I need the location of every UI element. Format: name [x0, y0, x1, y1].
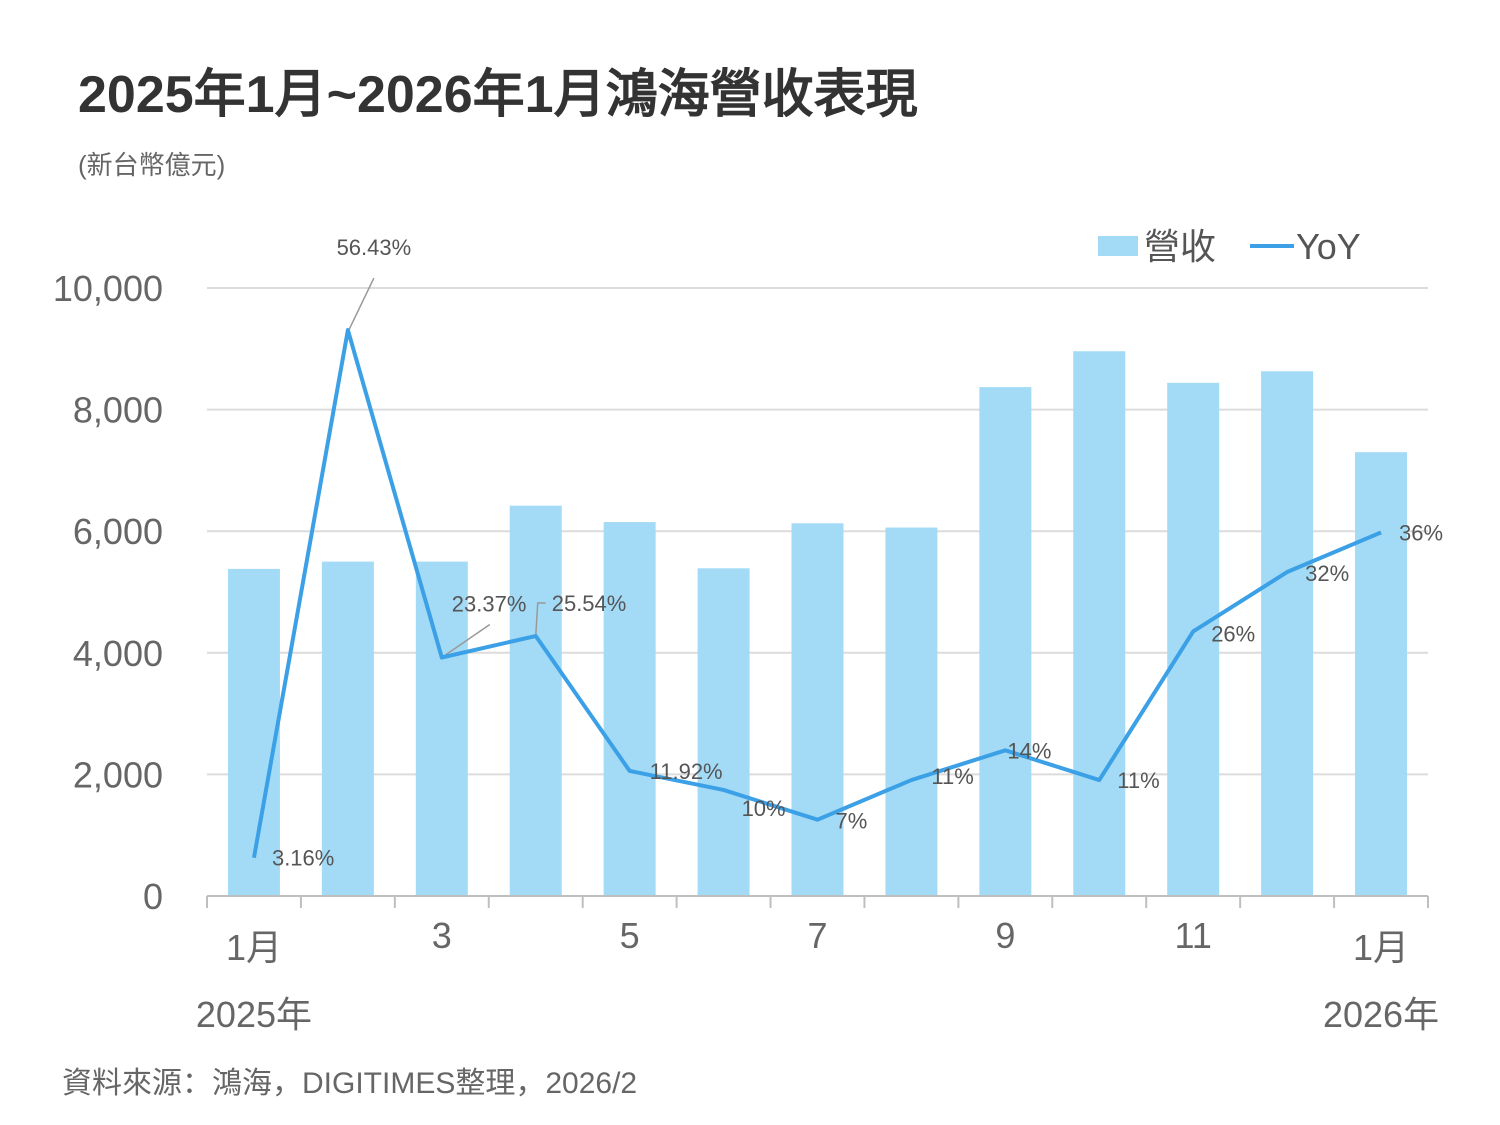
chart-title: 2025年1月~2026年1月鴻海營收表現 — [78, 66, 918, 124]
legend-yoy-label: YoY — [1296, 226, 1361, 267]
x-year-label: 2025年 — [196, 994, 312, 1035]
x-tick-label: 9 — [995, 915, 1015, 956]
label-leader-lines — [347, 277, 546, 659]
x-tick-label: 3 — [432, 915, 452, 956]
yoy-line — [251, 328, 1382, 859]
y-tick-label: 8,000 — [73, 390, 163, 431]
revenue-bar — [697, 568, 750, 896]
legend-revenue-label: 營收 — [1144, 226, 1216, 267]
revenue-bar — [321, 561, 374, 896]
y-tick-label: 0 — [143, 876, 163, 917]
y-tick-label: 6,000 — [73, 511, 163, 552]
yoy-data-label: 25.54% — [552, 591, 627, 616]
yoy-data-label: 56.43% — [337, 235, 412, 260]
yoy-data-label: 32% — [1305, 561, 1349, 586]
revenue-bar — [509, 505, 562, 896]
x-tick-label: 1月 — [226, 927, 282, 968]
revenue-bar — [791, 523, 844, 896]
revenue-bar — [1355, 452, 1408, 896]
revenue-bar — [227, 568, 280, 896]
yoy-data-label: 36% — [1399, 520, 1443, 545]
revenue-bar — [1167, 382, 1220, 896]
y-tick-label: 10,000 — [53, 268, 163, 309]
legend: 營收 YoY — [1098, 226, 1361, 267]
revenue-bar — [415, 561, 468, 896]
yoy-data-label: 14% — [1007, 738, 1051, 763]
leader-line — [441, 623, 491, 659]
source-note: 資料來源：鴻海，DIGITIMES整理，2026/2 — [62, 1067, 638, 1100]
y-axis-ticks: 0 2,000 4,000 6,000 8,000 10,000 — [53, 268, 163, 917]
unit-label: (新台幣億元) — [78, 150, 226, 180]
yoy-labels: 3.16% 56.43% 23.37% 25.54% 11.92% 10% 7% 11% 14%… — [272, 235, 1443, 871]
yoy-data-label: 11.92% — [650, 759, 723, 784]
revenue-bar — [979, 387, 1032, 896]
x-year-label: 2026年 — [1323, 994, 1439, 1035]
y-tick-label: 2,000 — [73, 754, 163, 795]
yoy-data-label: 10% — [742, 796, 786, 821]
yoy-data-label: 7% — [836, 809, 868, 834]
revenue-bars — [227, 351, 1408, 896]
x-tick-label: 11 — [1175, 915, 1212, 956]
yoy-data-label: 3.16% — [272, 846, 334, 871]
leader-line — [534, 602, 546, 637]
revenue-bar — [603, 522, 656, 896]
yoy-data-label: 23.37% — [452, 592, 527, 617]
revenue-bar — [885, 527, 938, 896]
yoy-data-label: 11% — [1117, 768, 1159, 793]
x-axis-ticks: 1月 3 5 7 9 11 1月 2025年 2026年 — [196, 915, 1439, 1035]
x-tick-label: 1月 — [1353, 927, 1409, 968]
revenue-bar — [1261, 371, 1314, 896]
legend-revenue-swatch — [1098, 236, 1138, 256]
x-axis — [206, 895, 1429, 908]
x-tick-label: 7 — [807, 915, 827, 956]
yoy-line-group — [251, 328, 1382, 859]
x-tick-label: 5 — [620, 915, 640, 956]
yoy-data-label: 11% — [931, 764, 973, 789]
revenue-bar — [1073, 351, 1126, 896]
y-tick-label: 4,000 — [73, 633, 163, 674]
leader-line — [347, 277, 375, 333]
yoy-data-label: 26% — [1211, 621, 1255, 646]
